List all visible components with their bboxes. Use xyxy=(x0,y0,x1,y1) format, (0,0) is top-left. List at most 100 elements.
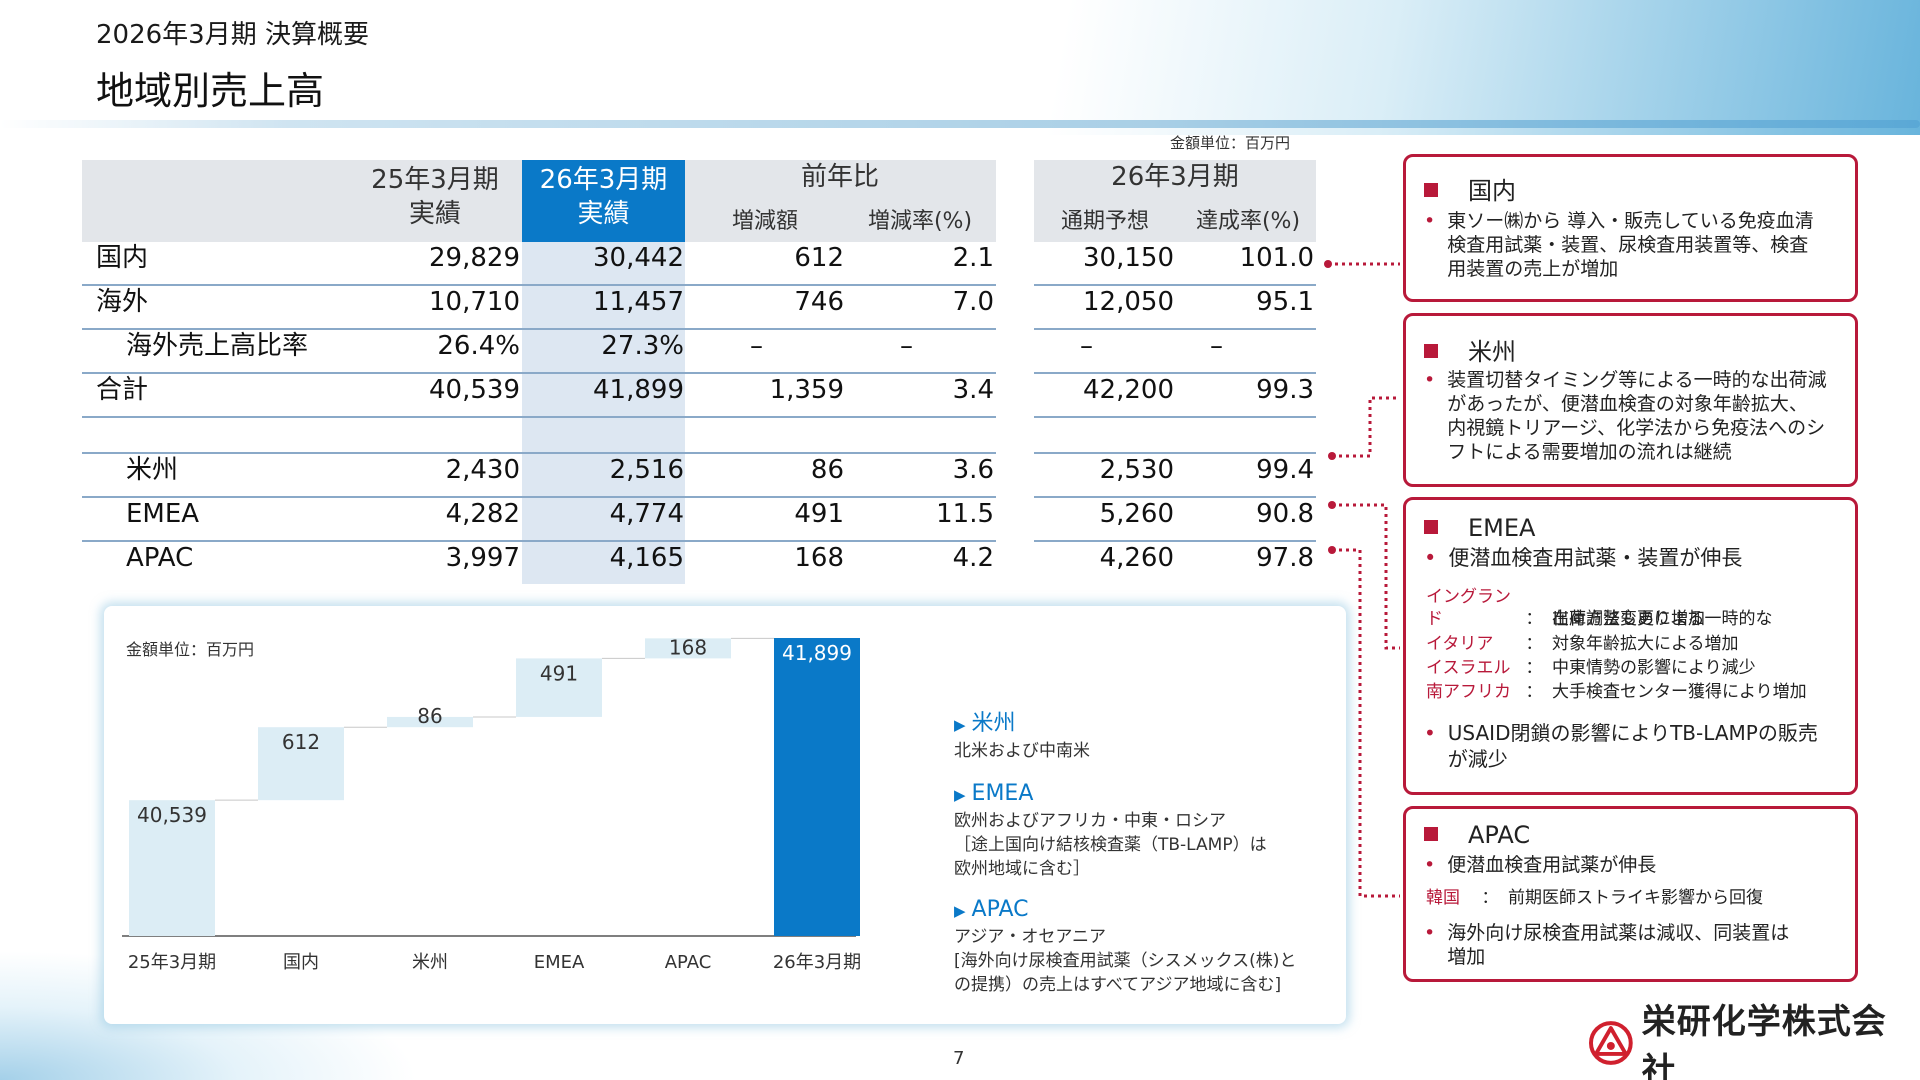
chart-unit-label: 金額単位：百万円 xyxy=(126,640,255,659)
bar-value-label: 86 xyxy=(417,704,442,728)
table-cell-fc: – xyxy=(1080,331,1093,361)
header-prev-year-sub: 実績 xyxy=(408,199,461,229)
header-forecast-group: 26年3月期 xyxy=(1111,162,1239,192)
page-title: 地域別売上高 xyxy=(96,69,325,113)
table-cell-ach: 101.0 xyxy=(1239,243,1314,273)
table-cell-rate: 4.2 xyxy=(952,543,994,573)
table-cell-rate: 3.4 xyxy=(952,375,994,405)
bullet-dot-icon: • xyxy=(1424,854,1436,876)
table-cell-fc: 5,260 xyxy=(1099,499,1174,529)
table-cell-fc: 2,530 xyxy=(1099,455,1174,485)
table-cell-label: APAC xyxy=(126,543,194,573)
table-cell-ach: – xyxy=(1210,331,1223,361)
waterfall-bar xyxy=(516,658,602,717)
table-row-divider xyxy=(82,416,996,418)
table-cell-label: 海外売上高比率 xyxy=(126,331,309,361)
bullet-dot-icon: • xyxy=(1424,210,1436,232)
page-subtitle: 2026年3月期 決算概要 xyxy=(96,20,369,50)
legend-description-line: 欧州およびアフリカ・中東・ロシア xyxy=(954,811,1226,831)
callout-domestic-title: 国内 xyxy=(1424,171,1516,206)
table-cell-prev: 4,282 xyxy=(445,499,520,529)
callout-americas-title: 米州 xyxy=(1424,332,1516,367)
emea-sub-south-africa: 南アフリカ：大手検査センター獲得により増加 xyxy=(1426,682,1807,702)
square-bullet-icon xyxy=(1424,520,1438,534)
table-cell-diff: 612 xyxy=(794,243,844,273)
company-logo: 栄研化学株式会社 xyxy=(1588,1002,1920,1080)
bullet-dot-icon: • xyxy=(1424,546,1437,570)
legend-title: ▶ EMEA xyxy=(954,781,1034,806)
waterfall-bar xyxy=(258,727,344,801)
forecast-header-bg xyxy=(1034,160,1316,242)
legend-region: ▶ EMEA 欧州およびアフリカ・中東・ロシア ［途上国向け結核検査薬（TB-LAMP… xyxy=(954,780,1267,881)
callout-domestic: 国内 • 東ソー㈱から 導入・販売している免疫血清 検査用試薬・装置、尿検査用装… xyxy=(1403,154,1858,302)
square-bullet-icon xyxy=(1424,344,1438,358)
legend-description-line: 北米および中南米 xyxy=(954,741,1090,761)
table-cell-diff: 1,359 xyxy=(769,375,844,405)
legend-title: ▶ 米州 xyxy=(954,711,1016,736)
header-decoration xyxy=(0,0,1920,135)
x-tick-label: EMEA xyxy=(534,952,585,973)
emea-sub-england: イングランド：出荷方法変更による一時的な xyxy=(1426,587,1773,629)
bullet-dot-icon: • xyxy=(1424,922,1436,944)
triangle-right-icon: ▶ xyxy=(954,902,966,920)
waterfall-bar xyxy=(774,638,860,936)
table-row-divider xyxy=(1034,452,1316,454)
emea-sub-england-cont: 在庫調整もあり増加 xyxy=(1552,609,1705,629)
table-row-divider xyxy=(82,496,996,498)
x-tick-label: 25年3月期 xyxy=(128,952,216,973)
table-cell-rate: 7.0 xyxy=(952,287,994,317)
table-cell-prev: 26.4% xyxy=(437,331,520,361)
table-cell-curr: 27.3% xyxy=(601,331,684,361)
apac-sub-korea: 韓国：前期医師ストライキ影響から回復 xyxy=(1426,888,1763,908)
legend-description-line: アジア・オセアニア xyxy=(954,927,1106,947)
table-row-divider xyxy=(1034,540,1316,542)
header-yoy: 前年比 xyxy=(800,162,879,192)
callout-apac-bullet2: • 海外向け尿検査用試薬は減収、同装置は 増加 xyxy=(1424,922,1790,968)
bar-value-label: 41,899 xyxy=(782,641,852,665)
legend-title: ▶ APAC xyxy=(954,897,1029,922)
x-tick-label: APAC xyxy=(665,952,712,973)
legend-description-line: ［途上国向け結核検査薬（TB-LAMP）は xyxy=(954,835,1267,855)
table-cell-label: EMEA xyxy=(126,499,200,529)
table-cell-rate: 11.5 xyxy=(936,499,994,529)
waterfall-bar xyxy=(387,716,473,728)
x-tick-label: 米州 xyxy=(412,952,448,973)
table-cell-fc: 12,050 xyxy=(1083,287,1174,317)
callout-emea-title: EMEA xyxy=(1424,514,1535,542)
x-tick-label: 26年3月期 xyxy=(773,952,861,973)
table-cell-rate: 2.1 xyxy=(952,243,994,273)
table-cell-ach: 99.3 xyxy=(1256,375,1314,405)
legend-description-line: [海外向け尿検査用試薬（シスメックス(株)と xyxy=(954,951,1297,971)
bar-value-label: 40,539 xyxy=(137,803,207,827)
callout-emea-bullet1: • 便潜血検査用試薬・装置が伸長 xyxy=(1424,546,1743,570)
table-row-divider xyxy=(1034,496,1316,498)
callout-apac-bullet1: • 便潜血検査用試薬が伸長 xyxy=(1424,854,1657,876)
table-row-divider xyxy=(82,540,996,542)
header-curr-year-sub: 実績 xyxy=(577,199,630,229)
table-row-divider xyxy=(82,284,996,286)
callout-emea: EMEA • 便潜血検査用試薬・装置が伸長 イングランド：出荷方法変更による一時的… xyxy=(1403,497,1858,795)
bullet-dot-icon: • xyxy=(1424,369,1436,391)
triangle-right-icon: ▶ xyxy=(954,716,966,734)
table-cell-fc: 42,200 xyxy=(1083,375,1174,405)
table-row-divider xyxy=(1034,416,1316,418)
table-row-divider xyxy=(82,328,996,330)
table-cell-fc: 4,260 xyxy=(1099,543,1174,573)
callout-americas-bullet: • 装置切替タイミング等による一時的な出荷減 があったが、便潜血検査の対象年齢拡… xyxy=(1424,369,1827,463)
callout-domestic-bullet: • 東ソー㈱から 導入・販売している免疫血清 検査用試薬・装置、尿検査用装置等、… xyxy=(1424,210,1814,280)
table-cell-label: 海外 xyxy=(96,287,149,317)
table-cell-diff: 86 xyxy=(810,455,844,485)
chart-panel: 金額単位：百万円 40,539 25年3月期 612 国内 86 米州 491 EMEA 168… xyxy=(104,606,1346,1024)
callout-emea-bullet2: • USAID閉鎖の影響によりTB-LAMPの販売 が減少 xyxy=(1424,721,1818,771)
callout-apac-title: APAC xyxy=(1424,821,1530,849)
table-cell-diff: 746 xyxy=(794,287,844,317)
table-cell-curr: 4,774 xyxy=(609,499,684,529)
header-yoy-diff: 増減額 xyxy=(731,209,798,234)
waterfall-bar xyxy=(645,638,731,659)
table-cell-diff: 168 xyxy=(794,543,844,573)
square-bullet-icon xyxy=(1424,827,1438,841)
table-cell-diff: – xyxy=(750,331,763,361)
table-cell-prev: 29,829 xyxy=(429,243,520,273)
header-achievement: 達成率(%) xyxy=(1195,209,1301,234)
page-number: 7 xyxy=(953,1048,965,1069)
